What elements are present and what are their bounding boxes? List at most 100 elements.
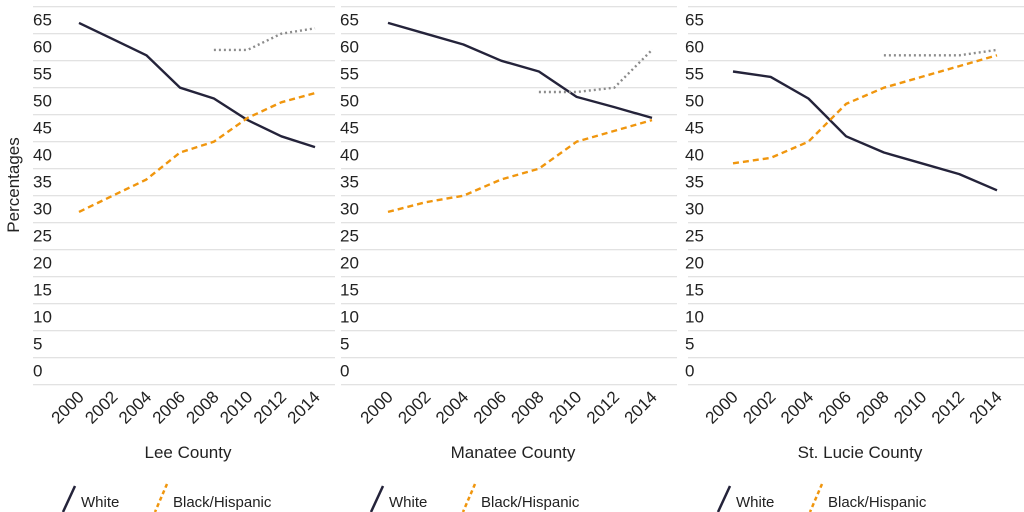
panel-2: 0 5 10 15 20 25 30 35 40 45 50 55 60 65 70 200020022004… xyxy=(685,0,1024,512)
panel-title: Manatee County xyxy=(451,443,576,462)
y-tick-label: 40 xyxy=(685,146,704,165)
x-tick-label: 2000 xyxy=(357,387,397,427)
y-tick-label: 65 xyxy=(33,11,52,30)
y-tick-label: 25 xyxy=(33,227,52,246)
y-tick-label: 50 xyxy=(340,92,359,111)
x-tick-label: 2004 xyxy=(115,387,155,427)
y-tick-label: 0 xyxy=(33,362,42,381)
y-tick-label: 25 xyxy=(340,227,359,246)
legend-label-black-hispanic: Black/Hispanic xyxy=(481,494,580,511)
legend-black-hispanic-swatch xyxy=(808,483,824,512)
y-tick-label: 60 xyxy=(33,38,52,57)
x-tick-label: 2004 xyxy=(777,387,817,427)
y-tick-label: 55 xyxy=(685,65,704,84)
series-line-black-hispanic xyxy=(78,91,316,213)
x-tick-label: 2010 xyxy=(216,387,256,427)
x-tick-label: 2014 xyxy=(966,387,1006,427)
x-tick-label: 2006 xyxy=(815,387,855,427)
series-line-black-hispanic xyxy=(732,54,998,165)
series-line-other xyxy=(883,48,998,57)
series-line-other xyxy=(538,49,653,94)
legend-label-white: White xyxy=(389,494,427,511)
y-tick-label: 0 xyxy=(340,362,349,381)
x-tick-label: 2012 xyxy=(583,387,623,427)
y-tick-label: 50 xyxy=(685,92,704,111)
legend: White Black/Hispanic xyxy=(369,483,580,512)
y-tick-label: 65 xyxy=(685,11,704,30)
y-tick-label: 15 xyxy=(340,281,359,300)
x-tick-label: 2012 xyxy=(250,387,290,427)
x-tick-label: 2000 xyxy=(702,387,742,427)
y-tick-label: 40 xyxy=(33,146,52,165)
y-tick-label: 45 xyxy=(33,119,52,138)
x-tick-label: 2012 xyxy=(928,387,968,427)
y-tick-label: 5 xyxy=(340,335,349,354)
legend-label-black-hispanic: Black/Hispanic xyxy=(173,494,272,511)
y-tick-label: 60 xyxy=(685,38,704,57)
y-tick-label: 40 xyxy=(340,146,359,165)
y-tick-label: 35 xyxy=(340,173,359,192)
y-tick-label: 70 xyxy=(33,0,52,3)
x-tick-label: 2006 xyxy=(149,387,189,427)
y-tick-label: 55 xyxy=(33,65,52,84)
panel-title: Lee County xyxy=(145,443,232,462)
x-tick-label: 2002 xyxy=(81,387,121,427)
y-tick-label: 30 xyxy=(685,200,704,219)
y-tick-label: 35 xyxy=(33,173,52,192)
series-line-black-hispanic xyxy=(387,118,653,214)
y-tick-label: 45 xyxy=(685,119,704,138)
y-tick-label: 60 xyxy=(340,38,359,57)
x-tick-label: 2010 xyxy=(545,387,585,427)
y-tick-label: 15 xyxy=(685,281,704,300)
y-tick-label: 15 xyxy=(33,281,52,300)
legend-label-black-hispanic: Black/Hispanic xyxy=(828,494,927,511)
y-tick-label: 25 xyxy=(685,227,704,246)
y-tick-label: 55 xyxy=(340,65,359,84)
y-tick-label: 50 xyxy=(33,92,52,111)
y-tick-label: 65 xyxy=(340,11,359,30)
legend-label-white: White xyxy=(81,494,119,511)
y-tick-label: 10 xyxy=(685,308,704,327)
x-tick-label: 2008 xyxy=(508,387,548,427)
series-line-other xyxy=(213,27,316,52)
y-tick-label: 45 xyxy=(340,119,359,138)
panel-title: St. Lucie County xyxy=(798,443,923,462)
panel-0: 0 5 10 15 20 25 30 35 40 45 50 55 60 65 70 200020022004… xyxy=(33,0,335,512)
y-tick-label: 5 xyxy=(685,335,694,354)
series-line-white xyxy=(78,21,316,149)
x-tick-label: 2014 xyxy=(284,387,324,427)
y-tick-label: 70 xyxy=(340,0,359,3)
y-tick-label: 20 xyxy=(33,254,52,273)
x-tick-label: 2008 xyxy=(183,387,223,427)
y-tick-label: 0 xyxy=(685,362,694,381)
y-tick-label: 10 xyxy=(33,308,52,327)
y-tick-label: 5 xyxy=(33,335,42,354)
x-tick-label: 2014 xyxy=(621,387,661,427)
legend-black-hispanic-swatch xyxy=(153,483,169,512)
x-tick-label: 2006 xyxy=(470,387,510,427)
y-tick-label: 20 xyxy=(340,254,359,273)
y-tick-label: 30 xyxy=(340,200,359,219)
x-tick-label: 2000 xyxy=(48,387,88,427)
x-tick-label: 2010 xyxy=(890,387,930,427)
x-tick-label: 2008 xyxy=(853,387,893,427)
series-line-white xyxy=(732,70,998,192)
legend-black-hispanic-swatch xyxy=(461,483,477,512)
y-axis-label: Percentages xyxy=(4,137,23,232)
y-tick-label: 20 xyxy=(685,254,704,273)
y-tick-label: 10 xyxy=(340,308,359,327)
legend-white-swatch xyxy=(716,485,732,512)
legend: White Black/Hispanic xyxy=(716,483,927,512)
legend-white-swatch xyxy=(369,485,385,512)
legend-white-swatch xyxy=(61,485,77,512)
legend: White Black/Hispanic xyxy=(61,483,272,512)
y-tick-label: 30 xyxy=(33,200,52,219)
x-tick-label: 2004 xyxy=(432,387,472,427)
y-tick-label: 35 xyxy=(685,173,704,192)
x-tick-label: 2002 xyxy=(394,387,434,427)
legend-label-white: White xyxy=(736,494,774,511)
x-tick-label: 2002 xyxy=(739,387,779,427)
series-line-white xyxy=(387,21,653,120)
y-tick-label: 70 xyxy=(685,0,704,3)
